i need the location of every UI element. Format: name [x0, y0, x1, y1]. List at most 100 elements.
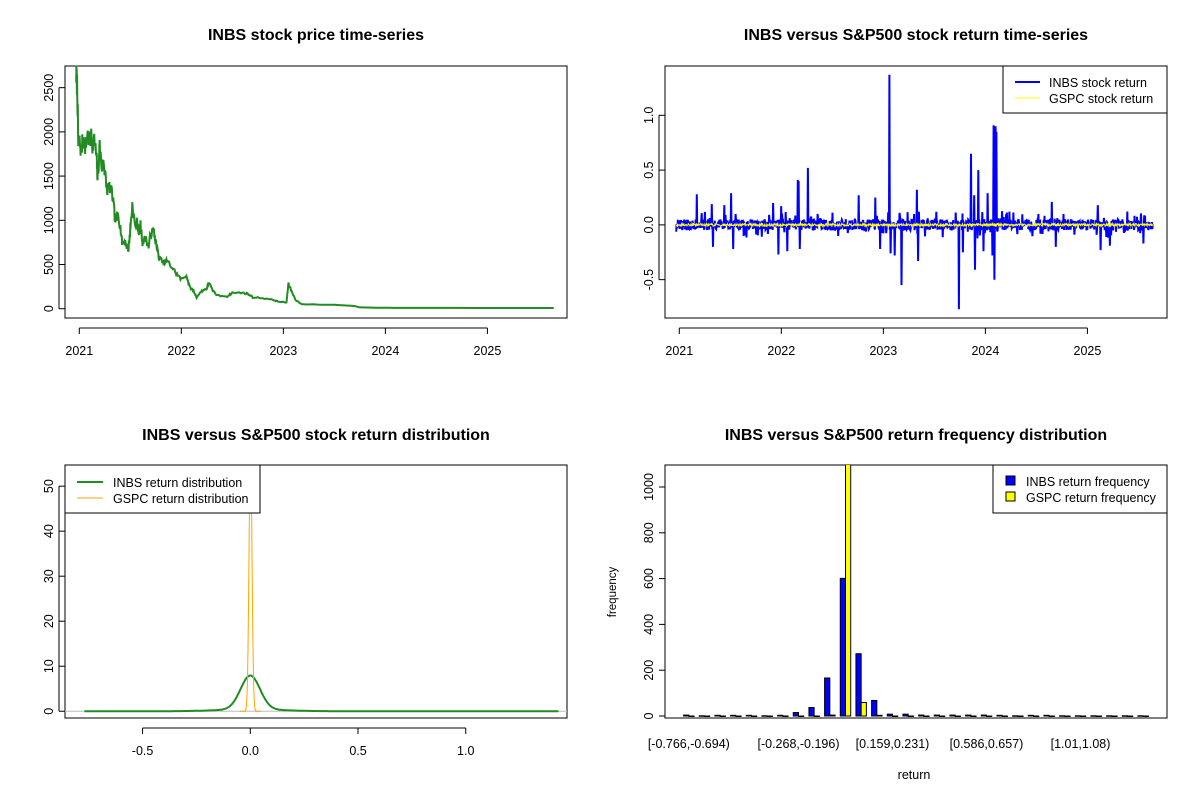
- inbs-bar: [965, 714, 972, 717]
- gspc-bar: [1064, 715, 1071, 717]
- x-axis-label: return: [898, 768, 931, 782]
- frequency-chart: INBS versus S&P500 return frequency dist…: [607, 427, 1168, 782]
- gspc-bar: [1033, 715, 1040, 717]
- legend-swatch-gspc: [1005, 491, 1016, 502]
- inbs-bar: [714, 714, 721, 717]
- legend-box: [64, 464, 261, 514]
- gspc-bar: [750, 715, 758, 717]
- chart-title: INBS stock price time-series: [208, 27, 424, 44]
- gspc-bar: [1111, 715, 1118, 717]
- inbs-bar: [792, 712, 799, 717]
- gspc-bar: [829, 714, 836, 717]
- gspc-bar: [813, 715, 820, 717]
- gspc-bar: [703, 715, 711, 717]
- y-tick-label: 1000: [642, 473, 656, 501]
- price-chart: INBS stock price time-series 0 500 1000 150…: [42, 27, 568, 358]
- y-tick-label: 0: [642, 712, 656, 719]
- x-tick-label: 2021: [65, 344, 93, 358]
- gspc-bar: [860, 701, 867, 717]
- y-tick-label: 1500: [42, 162, 56, 190]
- y-tick-label: 2500: [42, 74, 56, 102]
- legend-swatch-inbs: [1005, 475, 1016, 486]
- inbs-bar: [777, 714, 784, 717]
- chart-title: INBS versus S&P500 stock return time-ser…: [744, 27, 1088, 44]
- legend-label: INBS return distribution: [113, 476, 242, 490]
- y-axis-label: frequency: [607, 567, 619, 618]
- gspc-bar: [735, 715, 742, 717]
- x-tick-label: 2024: [971, 344, 999, 358]
- inbs-bar: [1106, 715, 1113, 717]
- inbs-bar: [949, 714, 956, 717]
- legend-label: GSPC stock return: [1049, 92, 1153, 106]
- gspc-bar: [1127, 715, 1134, 717]
- legend-box: [1002, 65, 1168, 114]
- y-tick-label: 400: [642, 614, 656, 635]
- y-tick-label: 200: [642, 660, 656, 681]
- gspc-bar: [797, 715, 805, 717]
- y-tick-label: 40: [42, 524, 56, 538]
- y-tick-label: 0.5: [642, 161, 656, 178]
- legend: INBS return frequency GSPC return frequen…: [992, 464, 1168, 514]
- x-tick-label: 2025: [474, 344, 502, 358]
- x-tick-label: 0.5: [349, 744, 366, 758]
- y-tick-label: 20: [42, 614, 56, 628]
- inbs-bar: [886, 713, 893, 717]
- inbs-bar: [855, 653, 862, 717]
- legend-label: INBS return frequency: [1026, 475, 1150, 489]
- x-tick-label: [0.586,0.657): [950, 737, 1024, 751]
- y-tick-label: 30: [42, 569, 56, 583]
- inbs-bar: [871, 699, 878, 717]
- plot-frame: [64, 65, 568, 319]
- gspc-bar: [954, 715, 961, 717]
- chart-title: INBS versus S&P500 stock return distribu…: [142, 427, 490, 444]
- chart-title: INBS versus S&P500 return frequency dist…: [725, 427, 1107, 444]
- x-tick-label: 2022: [767, 344, 795, 358]
- gspc-bar: [1001, 715, 1008, 717]
- y-tick-label: 2000: [42, 118, 56, 146]
- y-tick-label: 50: [42, 479, 56, 493]
- x-tick-label: 2022: [167, 344, 195, 358]
- inbs-bar: [1043, 714, 1050, 717]
- gspc-bar: [782, 715, 789, 717]
- inbs-bar: [745, 714, 752, 717]
- y-tick-label: 800: [642, 522, 656, 543]
- x-tick-label: 0.0: [242, 744, 259, 758]
- gspc-bar: [766, 715, 773, 717]
- inbs-bar: [1074, 715, 1082, 717]
- y-tick-label: 0: [42, 708, 56, 715]
- plot-frame: [64, 464, 568, 719]
- inbs-bar: [683, 714, 690, 717]
- inbs-bar: [996, 714, 1003, 717]
- inbs-bar: [839, 577, 846, 717]
- x-tick-label: 2024: [371, 344, 399, 358]
- inbs-bar: [933, 714, 941, 717]
- return-chart: INBS versus S&P500 stock return time-ser…: [642, 27, 1168, 358]
- inbs-bar: [1121, 715, 1129, 717]
- gspc-bar: [719, 715, 726, 717]
- gspc-bar: [907, 715, 914, 717]
- legend-box: [992, 464, 1168, 514]
- price-line: [75, 65, 554, 310]
- x-tick-label: 2023: [269, 344, 297, 358]
- gspc-bar: [1048, 715, 1055, 717]
- legend: INBS return distribution GSPC return dist…: [64, 464, 261, 514]
- gspc-return-line: [675, 221, 1154, 229]
- y-tick-label: 1.0: [642, 107, 656, 124]
- gspc-bar: [891, 715, 899, 717]
- gspc-bar: [1017, 715, 1024, 717]
- gspc-bar: [1080, 715, 1087, 717]
- gspc-bar: [1142, 715, 1149, 717]
- x-tick-label: [1.01,1.08): [1051, 737, 1111, 751]
- legend: INBS stock return GSPC stock return: [1002, 65, 1168, 114]
- inbs-bar: [1090, 715, 1097, 717]
- y-tick-label: 0: [42, 305, 56, 312]
- y-tick-label: -0.5: [642, 269, 656, 291]
- gspc-bar: [688, 715, 695, 717]
- inbs-bar: [1137, 715, 1144, 717]
- plot-frame: [664, 464, 1168, 719]
- y-tick-label: 600: [642, 568, 656, 589]
- x-tick-label: 2025: [1074, 344, 1102, 358]
- inbs-bar: [808, 707, 815, 717]
- gspc-density-line: [239, 465, 262, 712]
